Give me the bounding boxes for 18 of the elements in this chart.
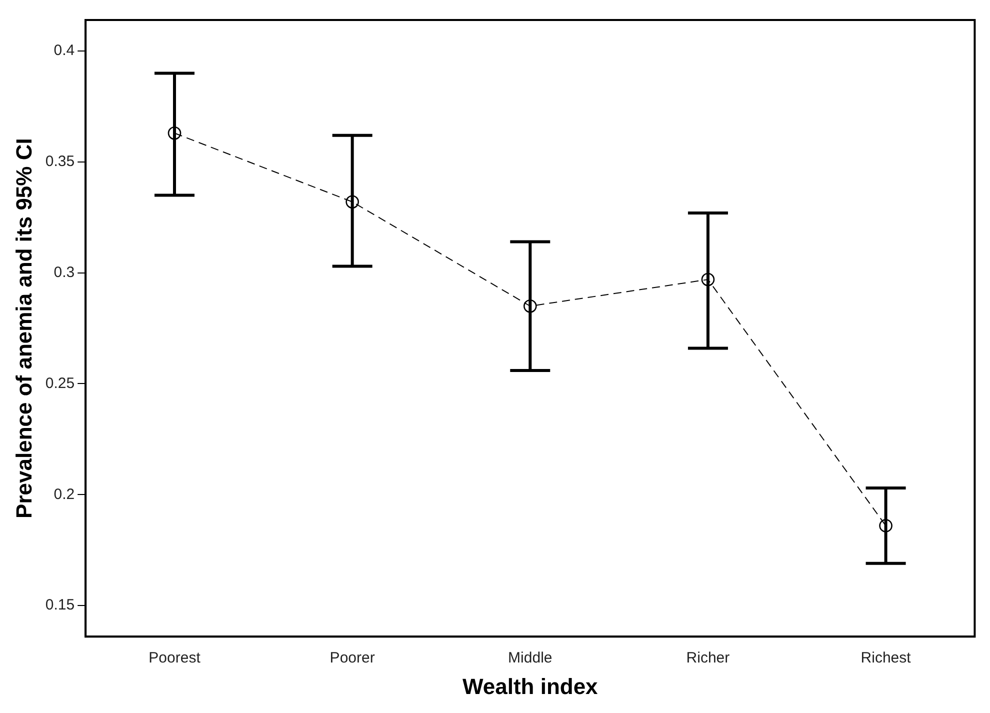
y-tick-label: 0.35	[45, 153, 75, 170]
point	[879, 519, 892, 532]
point	[523, 299, 537, 313]
y-tick-label: 0.3	[54, 264, 75, 281]
x-tick-label: Poorest	[148, 650, 202, 667]
y-axis-title: Prevalence of anemia and its 95% CI	[11, 138, 36, 518]
point	[168, 126, 182, 140]
y-tick-label: 0.2	[54, 486, 75, 503]
point	[701, 272, 715, 286]
x-tick-label: Richest	[860, 650, 912, 667]
y-tick-label: 0.15	[45, 596, 75, 614]
x-tick-label: Poorer	[330, 650, 375, 667]
y-tick-label: 0.25	[45, 374, 75, 392]
x-tick-label: Richer	[686, 650, 730, 667]
x-tick-label: Middle	[508, 650, 552, 667]
y-tick-label: 0.4	[54, 42, 75, 60]
x-axis-title: Wealth index	[462, 674, 599, 699]
point	[346, 195, 359, 209]
